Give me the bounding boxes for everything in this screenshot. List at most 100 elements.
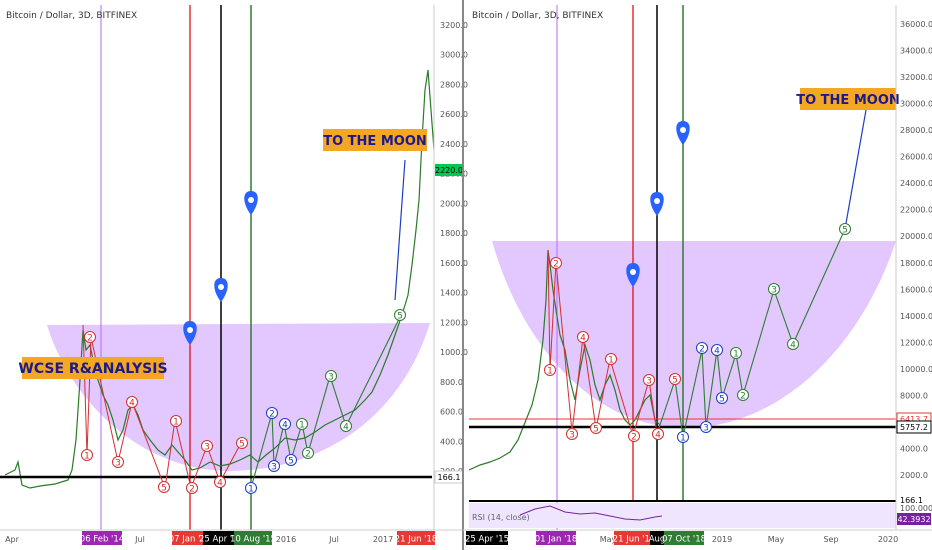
location-marker-right-2 bbox=[650, 192, 664, 216]
wave-marker-right-green-2-circle bbox=[768, 283, 780, 295]
annotation-moon-right: TO THE MOON bbox=[796, 93, 900, 108]
wave-marker-left-1-label: 2 bbox=[87, 334, 93, 344]
price-tick-right-9: 18000.0 bbox=[900, 259, 932, 268]
wave-marker-right-13-label: 4 bbox=[714, 347, 720, 357]
wave-marker-right-13-circle bbox=[711, 344, 723, 356]
rsi-tick-bg-1 bbox=[897, 513, 931, 525]
wave-marker-right-green-4-label: 5 bbox=[842, 226, 848, 236]
price-tick-left-2: 2800.0 bbox=[440, 80, 468, 89]
wave-marker-left-12-label: 3 bbox=[271, 463, 277, 473]
wave-marker-right-7-circle bbox=[643, 374, 655, 386]
moon-arrow-right bbox=[844, 109, 867, 230]
price-tick-right-3: 30000.0 bbox=[900, 100, 932, 109]
rsi-tick-1: 42.3932 bbox=[897, 515, 930, 524]
time-label-left-4: 2017 bbox=[373, 535, 393, 544]
date-badge-right-2: 21 Jun '18 bbox=[613, 535, 656, 545]
annotation-bg-wcse bbox=[22, 357, 164, 379]
wave-marker-right-9-label: 5 bbox=[672, 376, 678, 386]
date-badge-left-3: 10 Aug '15 bbox=[230, 535, 276, 545]
wave-marker-right-3-label: 4 bbox=[580, 334, 586, 344]
wave-marker-right-green-0-circle bbox=[730, 347, 742, 359]
current-price-bg-left bbox=[435, 164, 463, 176]
wave-marker-left-7-label: 3 bbox=[204, 443, 210, 453]
wave-marker-left-16-circle bbox=[302, 447, 314, 459]
wave-marker-left-15-circle bbox=[296, 418, 308, 430]
wave-marker-right-green-4-circle bbox=[839, 223, 851, 235]
wave-marker-left-3-circle bbox=[126, 396, 138, 408]
price-tick-right-2: 32000.0 bbox=[900, 73, 932, 82]
price-tick-right-6: 24000.0 bbox=[900, 179, 932, 188]
price-tick-left-8: 1600.0 bbox=[440, 259, 468, 268]
location-marker-left-3-dot bbox=[248, 197, 254, 203]
price-tick-left-0: 3200.0 bbox=[440, 21, 468, 30]
time-label-left-3: Jul bbox=[328, 535, 339, 544]
wave-marker-right-3-circle bbox=[577, 331, 589, 343]
price-tick-left-7: 1800.0 bbox=[440, 229, 468, 238]
price-tick-right-8: 20000.0 bbox=[900, 232, 932, 241]
price-tick-right-13: 10000.0 bbox=[900, 365, 932, 374]
date-badge-left-2-bg bbox=[203, 531, 239, 545]
wave-marker-left-17-circle bbox=[325, 370, 337, 382]
current-price-left: 2220.0 bbox=[435, 166, 463, 175]
wave-marker-left-15-label: 1 bbox=[299, 421, 305, 431]
price-tick-left-6: 2000.0 bbox=[440, 199, 468, 208]
rsi-label: RSI (14, close) bbox=[472, 513, 530, 522]
price-tick-right-14: 8000.0 bbox=[900, 391, 928, 400]
wave-marker-left-14-circle bbox=[285, 454, 297, 466]
chart-title-left: Bitcoin / Dollar, 3D, BITFINEX bbox=[6, 11, 137, 21]
wave-marker-left-8-label: 4 bbox=[217, 479, 223, 489]
location-marker-left-3 bbox=[244, 191, 258, 215]
price-tick-right-4: 28000.0 bbox=[900, 126, 932, 135]
wave-marker-right-14-circle bbox=[716, 392, 728, 404]
wave-marker-left-2-label: 3 bbox=[115, 459, 121, 469]
location-marker-left-2 bbox=[214, 278, 228, 302]
price-tick-left-4: 2400.0 bbox=[440, 140, 468, 149]
wave-marker-left-12-circle bbox=[268, 460, 280, 472]
wave-marker-left-11-label: 2 bbox=[269, 410, 275, 420]
wave-marker-right-green-3-label: 4 bbox=[790, 341, 796, 351]
time-label-right-4: 2020 bbox=[878, 535, 898, 544]
wave-marker-right-green-3-circle bbox=[787, 338, 799, 350]
wave-marker-right-6-label: 2 bbox=[631, 433, 637, 443]
wave-marker-left-1-circle bbox=[84, 331, 96, 343]
wave-marker-right-1-circle bbox=[550, 257, 562, 269]
price-tick-left-12: 800.0 bbox=[440, 378, 463, 387]
price-tick-right-10: 16000.0 bbox=[900, 285, 932, 294]
time-label-left-2: 2016 bbox=[276, 535, 296, 544]
location-marker-left-1 bbox=[183, 321, 197, 345]
wave-marker-right-green-0-label: 1 bbox=[733, 350, 739, 360]
date-badge-right-0: 25 Apr '15 bbox=[465, 535, 509, 545]
wave-marker-right-10-label: 1 bbox=[680, 434, 686, 444]
wave-marker-left-19-circle bbox=[394, 309, 406, 321]
price-tick-right-11: 14000.0 bbox=[900, 312, 932, 321]
location-marker-left-2-dot bbox=[218, 284, 224, 290]
price-bg-right-1 bbox=[896, 420, 932, 434]
wave-marker-right-green-2-label: 3 bbox=[771, 286, 777, 296]
price-tick-left-13: 600.0 bbox=[440, 408, 463, 417]
time-label-right-3: Sep bbox=[823, 535, 838, 544]
annotation-bg-moon-right bbox=[800, 88, 896, 110]
wave-marker-left-7-circle bbox=[201, 440, 213, 452]
date-badge-right-3: Aug bbox=[649, 535, 666, 545]
wave-marker-left-19-label: 5 bbox=[397, 312, 403, 322]
wave-marker-left-8-circle bbox=[214, 476, 226, 488]
price-tick-right-16: 4000.0 bbox=[900, 444, 928, 453]
location-marker-right-2-dot bbox=[654, 198, 660, 204]
price-label-right-0: 6413.7 bbox=[900, 415, 928, 424]
price-tick-left-1: 3000.0 bbox=[440, 51, 468, 60]
cup-bowl-right bbox=[492, 241, 896, 429]
location-marker-left-1-dot bbox=[187, 327, 193, 333]
date-badge-right-1: 01 Jan '18 bbox=[535, 535, 577, 545]
wave-marker-left-6-circle bbox=[186, 482, 198, 494]
price-tick-right-12: 12000.0 bbox=[900, 338, 932, 347]
price-tick-left-11: 1000.0 bbox=[440, 348, 468, 357]
wave-marker-right-2-label: 3 bbox=[569, 431, 575, 441]
rsi-series bbox=[519, 505, 663, 521]
date-badge-left-2: 25 Apr '15 bbox=[199, 535, 243, 545]
wave-marker-right-8-label: 4 bbox=[655, 431, 661, 441]
wave-marker-left-0-circle bbox=[81, 449, 93, 461]
price-tick-left-9: 1400.0 bbox=[440, 289, 468, 298]
wave-marker-left-2-circle bbox=[112, 456, 124, 468]
price-tick-right-5: 26000.0 bbox=[900, 153, 932, 162]
